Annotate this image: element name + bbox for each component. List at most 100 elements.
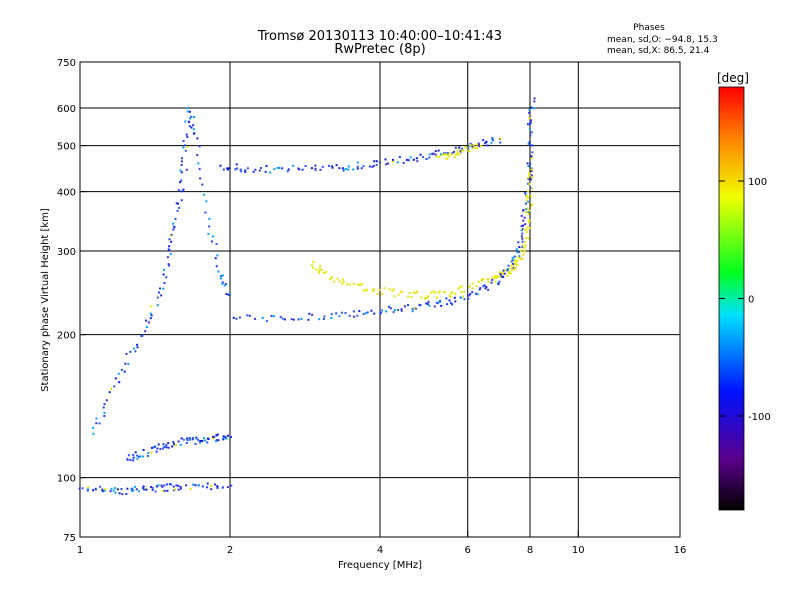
scatter-point (468, 285, 471, 288)
scatter-point (411, 307, 414, 310)
scatter-point (338, 315, 341, 318)
scatter-point (165, 276, 168, 279)
scatter-point (432, 152, 435, 155)
scatter-point (151, 488, 154, 491)
scatter-point (227, 168, 229, 171)
scatter-point (531, 187, 534, 190)
scatter-point (359, 284, 361, 287)
scatter-point (372, 289, 375, 292)
scatter-point (183, 144, 186, 147)
scatter-point (163, 268, 165, 271)
scatter-point (308, 312, 311, 315)
scatter-point (103, 403, 106, 406)
scatter-point (348, 314, 351, 317)
scatter-points (78, 97, 536, 496)
scatter-point (225, 437, 228, 440)
scatter-point (456, 151, 459, 154)
scatter-point (406, 295, 409, 298)
scatter-point (180, 437, 183, 440)
scatter-point (134, 451, 137, 454)
scatter-point (168, 264, 171, 267)
scatter-point (265, 320, 268, 323)
scatter-point (486, 278, 489, 280)
scatter-point (453, 156, 456, 159)
scatter-point (386, 162, 389, 165)
scatter-point (521, 232, 524, 235)
scatter-point (472, 144, 475, 147)
scatter-point (373, 288, 375, 291)
scatter-point (129, 459, 132, 461)
scatter-point (453, 296, 456, 299)
scatter-point (131, 490, 134, 492)
scatter-point (511, 266, 514, 268)
scatter-point (443, 291, 446, 294)
scatter-point (364, 312, 367, 315)
scatter-point (503, 272, 506, 275)
scatter-point (155, 450, 158, 453)
scatter-point (273, 168, 276, 171)
scatter-point (342, 169, 345, 172)
scatter-point (191, 438, 194, 441)
scatter-point (410, 296, 413, 298)
scatter-point (219, 277, 222, 280)
scatter-point (448, 152, 451, 155)
scatter-point (186, 136, 189, 138)
scatter-point (385, 163, 388, 166)
scatter-point (312, 266, 314, 269)
scatter-point (341, 282, 344, 285)
scatter-point (437, 291, 440, 294)
scatter-point (435, 296, 438, 299)
scatter-point (102, 490, 104, 493)
scatter-point (515, 248, 518, 251)
scatter-point (335, 312, 338, 315)
scatter-point (516, 259, 519, 262)
scatter-point (279, 315, 282, 318)
scatter-point (494, 275, 497, 277)
scatter-point (463, 290, 465, 293)
scatter-point (519, 258, 522, 261)
scatter-point (502, 269, 505, 272)
scatter-point (526, 123, 529, 126)
scatter-point (494, 280, 497, 283)
scatter-point (240, 170, 243, 173)
scatter-point (194, 443, 197, 445)
scatter-point (431, 152, 434, 155)
scatter-point (167, 442, 170, 445)
scatter-point (92, 489, 94, 492)
scatter-point (491, 139, 494, 142)
scatter-point (310, 264, 313, 267)
scatter-point (137, 490, 140, 493)
scatter-point (95, 422, 98, 425)
scatter-point (182, 188, 185, 191)
scatter-point (338, 280, 341, 283)
scatter-point (188, 110, 191, 113)
scatter-point (471, 287, 474, 290)
scatter-point (311, 313, 314, 316)
scatter-point (150, 305, 153, 308)
scatter-point (181, 160, 183, 163)
scatter-point (118, 492, 121, 495)
scatter-point (195, 436, 198, 439)
scatter-point (215, 440, 218, 443)
scatter-point (156, 304, 159, 307)
scatter-point (479, 145, 482, 147)
scatter-point (184, 120, 187, 123)
scatter-point (527, 213, 530, 216)
scatter-point (413, 307, 416, 310)
scatter-point (388, 305, 390, 308)
scatter-point (203, 193, 206, 196)
scatter-point (513, 268, 516, 271)
scatter-point (448, 299, 451, 302)
scatter-point (518, 250, 521, 253)
scatter-point (185, 484, 188, 487)
scatter-point (254, 168, 257, 171)
scatter-point (523, 216, 526, 219)
scatter-point (443, 153, 446, 156)
scatter-point (180, 199, 183, 202)
scatter-point (113, 487, 116, 490)
scatter-point (324, 271, 327, 274)
scatter-point (519, 249, 522, 252)
scatter-point (222, 435, 225, 438)
scatter-point (391, 289, 394, 292)
scatter-point (199, 177, 202, 180)
